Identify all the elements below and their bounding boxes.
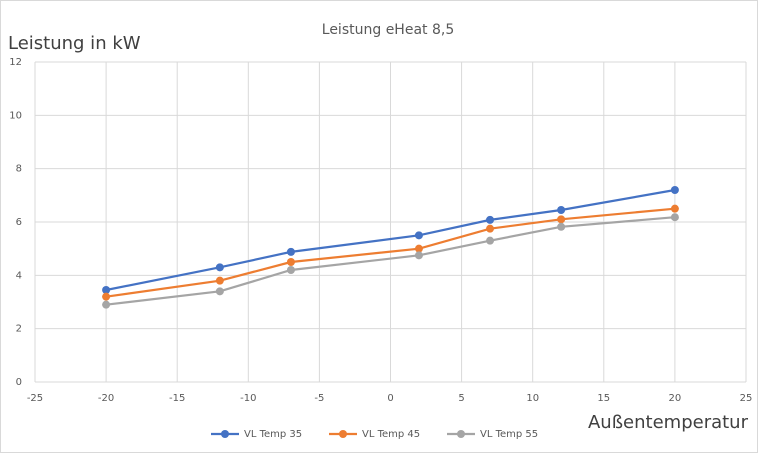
data-point xyxy=(102,300,111,309)
legend-label: VL Temp 35 xyxy=(244,429,302,440)
legend-label: VL Temp 55 xyxy=(480,429,538,440)
y-tick-label: 2 xyxy=(16,324,22,335)
data-point xyxy=(215,287,224,296)
data-point xyxy=(557,206,566,214)
data-point xyxy=(215,276,224,285)
data-point xyxy=(486,224,495,233)
y-tick-label: 0 xyxy=(16,377,22,388)
legend-marker xyxy=(339,430,347,438)
chart-title: Leistung eHeat 8,5 xyxy=(322,22,454,38)
data-point xyxy=(414,231,423,240)
data-point xyxy=(102,286,111,294)
y-axis-label: Leistung in kW xyxy=(8,33,141,54)
y-tick-label: 8 xyxy=(16,164,22,175)
x-tick-label: 15 xyxy=(597,393,610,404)
x-tick-label: 20 xyxy=(669,393,682,404)
x-tick-label: 10 xyxy=(526,393,539,404)
x-tick-label: -15 xyxy=(169,393,185,404)
legend-label: VL Temp 45 xyxy=(362,429,420,440)
y-tick-label: 4 xyxy=(16,270,22,281)
x-tick-label: 0 xyxy=(387,393,393,404)
data-point xyxy=(486,236,495,245)
data-point xyxy=(557,222,566,231)
x-tick-label: -5 xyxy=(314,393,324,404)
data-point xyxy=(486,215,495,224)
x-tick-label: -10 xyxy=(240,393,256,404)
x-tick-label: 25 xyxy=(740,393,753,404)
data-point xyxy=(557,215,566,224)
data-point xyxy=(286,266,295,274)
x-tick-label: 5 xyxy=(458,393,464,404)
legend-marker xyxy=(221,430,229,438)
y-tick-label: 6 xyxy=(16,217,22,228)
data-point xyxy=(215,263,224,272)
x-axis-label: Außentemperatur xyxy=(588,412,749,433)
data-point xyxy=(286,258,295,266)
data-point xyxy=(102,292,111,301)
x-tick-label: -25 xyxy=(27,393,43,404)
data-point xyxy=(670,204,679,213)
data-point xyxy=(286,247,295,256)
legend-marker xyxy=(457,430,465,438)
data-point xyxy=(414,251,423,260)
data-point xyxy=(670,186,679,194)
x-tick-label: -20 xyxy=(98,393,114,404)
data-point xyxy=(670,213,679,222)
y-tick-label: 10 xyxy=(9,110,22,121)
data-point xyxy=(414,244,423,253)
y-tick-label: 12 xyxy=(9,57,22,68)
